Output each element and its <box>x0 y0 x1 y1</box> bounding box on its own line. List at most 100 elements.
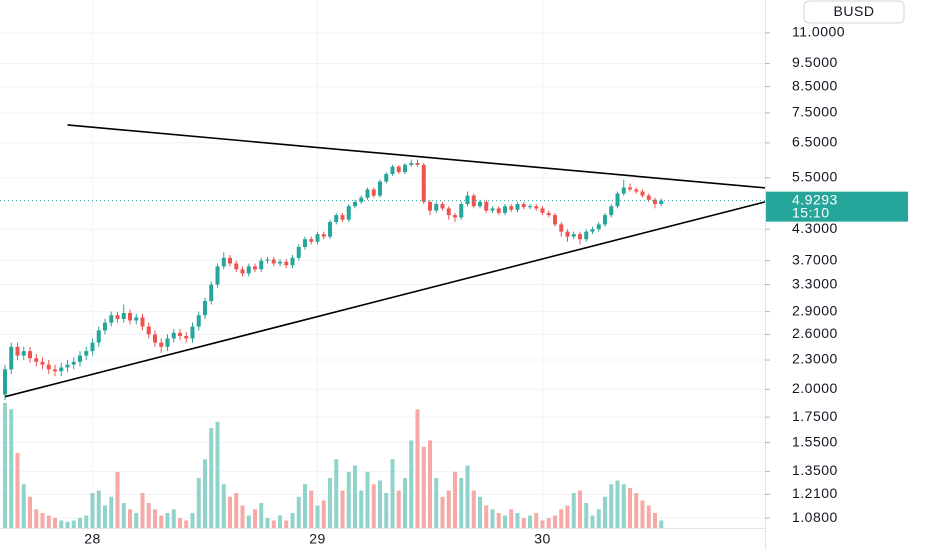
volume-bar <box>640 500 645 528</box>
volume-bar <box>653 513 657 528</box>
volume-bar <box>271 520 276 528</box>
candle-body <box>334 215 339 223</box>
volume-bar <box>203 459 207 528</box>
candle-body <box>596 224 601 230</box>
volume-bar <box>190 513 195 528</box>
volume-bar <box>128 509 132 528</box>
volume-bar <box>596 509 601 528</box>
y-tick-label: 1.3500 <box>792 462 838 478</box>
volume-bar <box>309 490 314 528</box>
volume-bar <box>603 496 607 528</box>
volume-bar <box>446 490 451 528</box>
candle-body <box>534 206 539 209</box>
candle-body <box>234 263 239 270</box>
candle-body <box>240 269 245 274</box>
candle-body <box>515 204 520 210</box>
volume-bar <box>421 446 426 528</box>
candle-body <box>71 361 76 365</box>
axis-layer: 1.0800 1.2100 1.3500 1.5500 1.7500 2.0000 2.30… <box>84 24 908 547</box>
y-tick-label: 2.3000 <box>792 351 838 367</box>
candle-body <box>246 266 251 274</box>
volume-bar <box>209 428 214 528</box>
candle-body <box>146 326 151 335</box>
y-tick-label: 9.5000 <box>792 54 838 70</box>
trendline <box>4 201 766 398</box>
candle-body <box>171 332 176 339</box>
volume-bar <box>634 493 639 528</box>
volume-bar <box>459 478 464 528</box>
candle-body <box>434 204 439 211</box>
y-tick-label: 2.6000 <box>792 325 838 341</box>
candle-body <box>415 163 420 165</box>
volume-bar <box>540 520 545 528</box>
candle-body <box>253 266 257 270</box>
volume-bar <box>265 518 270 528</box>
trendline <box>67 124 766 189</box>
volume-bar <box>378 480 382 528</box>
candle-body <box>34 358 39 362</box>
candle-body <box>465 195 470 205</box>
candle-body <box>328 222 332 237</box>
candle-body <box>21 351 26 356</box>
candle-body <box>553 215 557 225</box>
y-tick-label: 3.3000 <box>792 275 838 291</box>
candle-body <box>634 189 639 192</box>
y-tick-label: 6.5000 <box>792 134 838 150</box>
volume-bar <box>553 515 557 528</box>
candle-body <box>396 166 401 173</box>
volume-bar <box>115 471 120 528</box>
candle-body <box>603 215 607 225</box>
candle-body <box>115 315 120 319</box>
volume-bar <box>253 509 257 528</box>
volume-bar <box>140 493 145 528</box>
y-tick-label: 11.0000 <box>792 24 845 40</box>
volume-bar <box>340 490 345 528</box>
candle-body <box>571 234 576 237</box>
volume-bar <box>621 484 626 528</box>
volume-bar <box>328 478 332 528</box>
candle-body <box>28 351 32 359</box>
volume-bar <box>490 509 495 528</box>
y-tick-label: 1.0800 <box>792 509 838 525</box>
volume-bar <box>21 484 26 528</box>
volume-bar <box>390 459 395 528</box>
volume-bar <box>403 478 407 528</box>
volume-bar <box>578 490 582 528</box>
volume-layer <box>3 403 664 528</box>
candle-body <box>65 364 70 368</box>
candle-body <box>9 346 14 370</box>
volume-bar <box>65 521 70 528</box>
volume-bar <box>290 513 295 528</box>
candle-body <box>59 367 64 372</box>
last-price-label: 4.9293 <box>792 191 838 207</box>
candle-body <box>496 208 501 213</box>
candle-body <box>215 266 220 285</box>
candle-body <box>278 261 282 264</box>
volume-bar <box>453 471 457 528</box>
candle-body <box>528 206 532 208</box>
candle-body <box>478 201 482 207</box>
candle-body <box>421 164 426 202</box>
volume-bar <box>546 518 551 528</box>
volume-bar <box>134 513 139 528</box>
candle-body <box>615 193 620 207</box>
currency-box[interactable] <box>803 0 905 24</box>
candle-body <box>484 201 489 211</box>
volume-bar <box>221 484 226 528</box>
volume-bar <box>121 503 126 528</box>
candle-body <box>390 166 395 174</box>
candle-body <box>653 199 657 205</box>
x-tick-label: 29 <box>309 531 326 547</box>
candle-body <box>153 334 157 343</box>
volume-bar <box>503 515 507 528</box>
candle-body <box>590 229 595 232</box>
candle-body <box>490 208 495 211</box>
volume-bar <box>109 496 114 528</box>
candle-body <box>403 164 407 173</box>
y-tick-label: 2.0000 <box>792 380 838 396</box>
candle-body <box>140 317 145 327</box>
volume-bar <box>78 518 82 528</box>
candle-body <box>503 206 507 213</box>
volume-bar <box>465 465 470 528</box>
